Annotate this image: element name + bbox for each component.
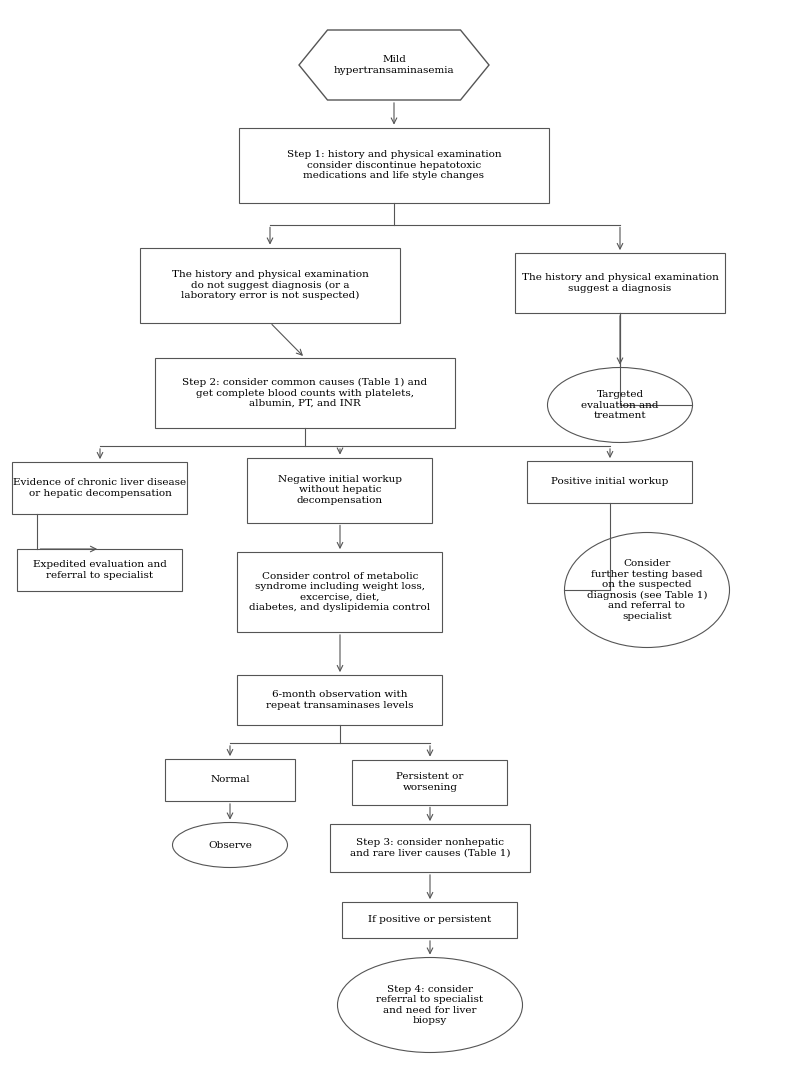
Text: Step 3: consider nonhepatic
and rare liver causes (Table 1): Step 3: consider nonhepatic and rare liv… <box>350 839 510 858</box>
Text: Step 4: consider
referral to specialist
and need for liver
biopsy: Step 4: consider referral to specialist … <box>376 985 484 1025</box>
Text: Observe: Observe <box>208 841 252 850</box>
Text: Consider control of metabolic
syndrome including weight loss,
excercise, diet,
d: Consider control of metabolic syndrome i… <box>249 572 431 612</box>
Text: Expedited evaluation and
referral to specialist: Expedited evaluation and referral to spe… <box>33 560 167 579</box>
Text: Step 1: history and physical examination
consider discontinue hepatotoxic
medica: Step 1: history and physical examination… <box>286 150 501 180</box>
Text: Persistent or
worsening: Persistent or worsening <box>396 773 464 792</box>
Text: Evidence of chronic liver disease
or hepatic decompensation: Evidence of chronic liver disease or hep… <box>13 478 186 498</box>
Text: 6-month observation with
repeat transaminases levels: 6-month observation with repeat transami… <box>266 690 413 710</box>
Text: The history and physical examination
suggest a diagnosis: The history and physical examination sug… <box>522 273 719 293</box>
Text: Step 2: consider common causes (Table 1) and
get complete blood counts with plat: Step 2: consider common causes (Table 1)… <box>182 378 428 408</box>
Text: Negative initial workup
without hepatic
decompensation: Negative initial workup without hepatic … <box>278 475 402 505</box>
Text: Consider
further testing based
on the suspected
diagnosis (see Table 1)
and refe: Consider further testing based on the su… <box>587 560 707 621</box>
Text: Mild
hypertransaminasemia: Mild hypertransaminasemia <box>334 55 454 75</box>
Text: The history and physical examination
do not suggest diagnosis (or a
laboratory e: The history and physical examination do … <box>171 270 368 301</box>
Text: Positive initial workup: Positive initial workup <box>552 477 669 486</box>
Text: If positive or persistent: If positive or persistent <box>368 916 492 924</box>
Text: Normal: Normal <box>210 776 250 784</box>
Text: Targeted
evaluation and
treatment: Targeted evaluation and treatment <box>581 391 659 420</box>
